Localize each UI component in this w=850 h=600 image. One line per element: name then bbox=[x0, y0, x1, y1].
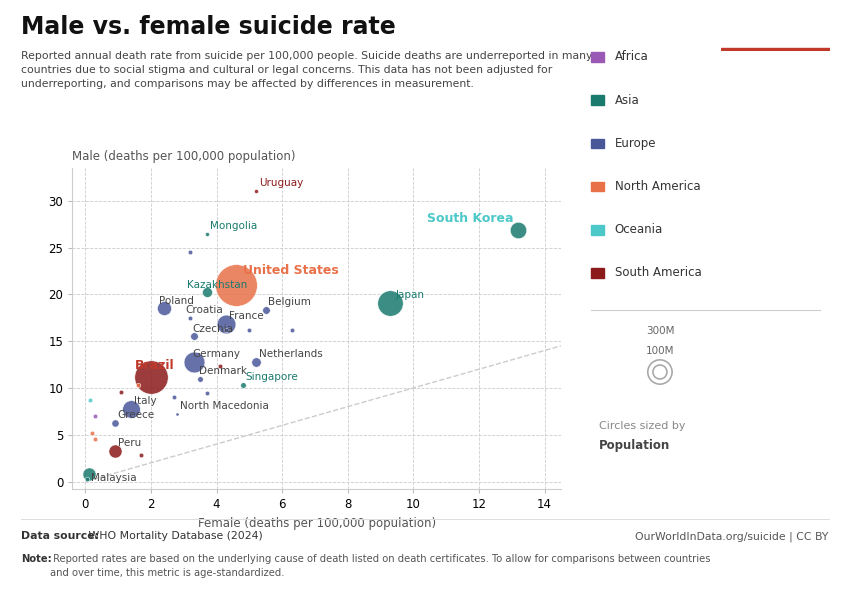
Point bbox=[219, 319, 233, 329]
Text: South Korea: South Korea bbox=[427, 212, 513, 225]
Text: Male vs. female suicide rate: Male vs. female suicide rate bbox=[21, 15, 396, 39]
Text: Croatia: Croatia bbox=[185, 305, 224, 315]
Text: Peru: Peru bbox=[117, 438, 141, 448]
Text: Mongolia: Mongolia bbox=[210, 221, 258, 231]
Point bbox=[249, 357, 263, 367]
Text: Data source:: Data source: bbox=[21, 531, 99, 541]
Text: Germany: Germany bbox=[192, 349, 240, 359]
Point bbox=[213, 362, 227, 371]
Text: Belgium: Belgium bbox=[269, 298, 311, 307]
Point bbox=[85, 428, 99, 437]
Point bbox=[236, 380, 250, 390]
Point bbox=[184, 247, 197, 257]
Point bbox=[653, 367, 666, 377]
Point bbox=[249, 187, 263, 196]
Point bbox=[108, 446, 122, 455]
Text: Circles sized by: Circles sized by bbox=[599, 421, 686, 431]
X-axis label: Female (deaths per 100,000 population): Female (deaths per 100,000 population) bbox=[197, 517, 436, 530]
Text: Italy: Italy bbox=[134, 396, 156, 406]
Text: Africa: Africa bbox=[615, 50, 649, 64]
Text: North America: North America bbox=[615, 180, 700, 193]
Point bbox=[286, 325, 299, 335]
Point bbox=[653, 367, 666, 377]
Point bbox=[157, 304, 171, 313]
Text: Reported annual death rate from suicide per 100,000 people. Suicide deaths are u: Reported annual death rate from suicide … bbox=[21, 51, 592, 89]
Point bbox=[88, 411, 102, 421]
Point bbox=[170, 409, 184, 419]
Text: 100M: 100M bbox=[646, 346, 674, 356]
Text: Our World
in Data: Our World in Data bbox=[742, 14, 808, 45]
Text: Asia: Asia bbox=[615, 94, 639, 107]
Text: France: France bbox=[229, 311, 264, 322]
Point bbox=[187, 332, 201, 341]
Text: Oceania: Oceania bbox=[615, 223, 663, 236]
Point bbox=[167, 392, 181, 402]
Text: Greece: Greece bbox=[117, 410, 155, 420]
Point bbox=[108, 418, 122, 427]
Text: 300M: 300M bbox=[646, 326, 674, 336]
Text: Netherlands: Netherlands bbox=[258, 349, 322, 359]
Text: Brazil: Brazil bbox=[134, 359, 174, 372]
Text: Uruguay: Uruguay bbox=[259, 178, 303, 188]
Text: Malaysia: Malaysia bbox=[91, 473, 137, 484]
Point bbox=[82, 469, 95, 479]
Point bbox=[124, 404, 138, 413]
Text: Czechia: Czechia bbox=[192, 323, 233, 334]
Point bbox=[259, 305, 273, 315]
Text: Kazakhstan: Kazakhstan bbox=[187, 280, 247, 290]
Point bbox=[200, 229, 213, 238]
Text: North Macedonia: North Macedonia bbox=[180, 401, 269, 412]
Text: Male (deaths per 100,000 population): Male (deaths per 100,000 population) bbox=[72, 150, 296, 163]
Text: United States: United States bbox=[243, 265, 338, 277]
Text: Denmark: Denmark bbox=[199, 366, 246, 376]
Point bbox=[184, 313, 197, 323]
Point bbox=[512, 225, 525, 235]
Point bbox=[200, 287, 213, 297]
Point bbox=[83, 395, 97, 405]
Point bbox=[115, 387, 128, 397]
Point bbox=[187, 357, 201, 367]
Point bbox=[144, 372, 158, 382]
Text: Singapore: Singapore bbox=[246, 373, 298, 382]
Point bbox=[134, 451, 148, 460]
Text: WHO Mortality Database (2024): WHO Mortality Database (2024) bbox=[85, 531, 263, 541]
Text: Europe: Europe bbox=[615, 137, 656, 150]
Text: OurWorldInData.org/suicide | CC BY: OurWorldInData.org/suicide | CC BY bbox=[635, 531, 829, 541]
Text: Note:: Note: bbox=[21, 554, 52, 564]
Point bbox=[383, 298, 397, 308]
Text: Japan: Japan bbox=[395, 290, 424, 300]
Point bbox=[194, 374, 207, 383]
Point bbox=[88, 434, 102, 444]
Bar bbox=[721, 48, 830, 51]
Point bbox=[242, 325, 256, 335]
Point bbox=[200, 388, 213, 397]
Point bbox=[131, 380, 145, 390]
Point bbox=[80, 474, 94, 484]
Point bbox=[230, 280, 243, 290]
Point bbox=[219, 325, 233, 335]
Text: South America: South America bbox=[615, 266, 701, 280]
Text: Poland: Poland bbox=[159, 296, 194, 305]
Text: Reported rates are based on the underlying cause of death listed on death certif: Reported rates are based on the underlyi… bbox=[50, 554, 711, 578]
Text: Population: Population bbox=[599, 439, 671, 452]
